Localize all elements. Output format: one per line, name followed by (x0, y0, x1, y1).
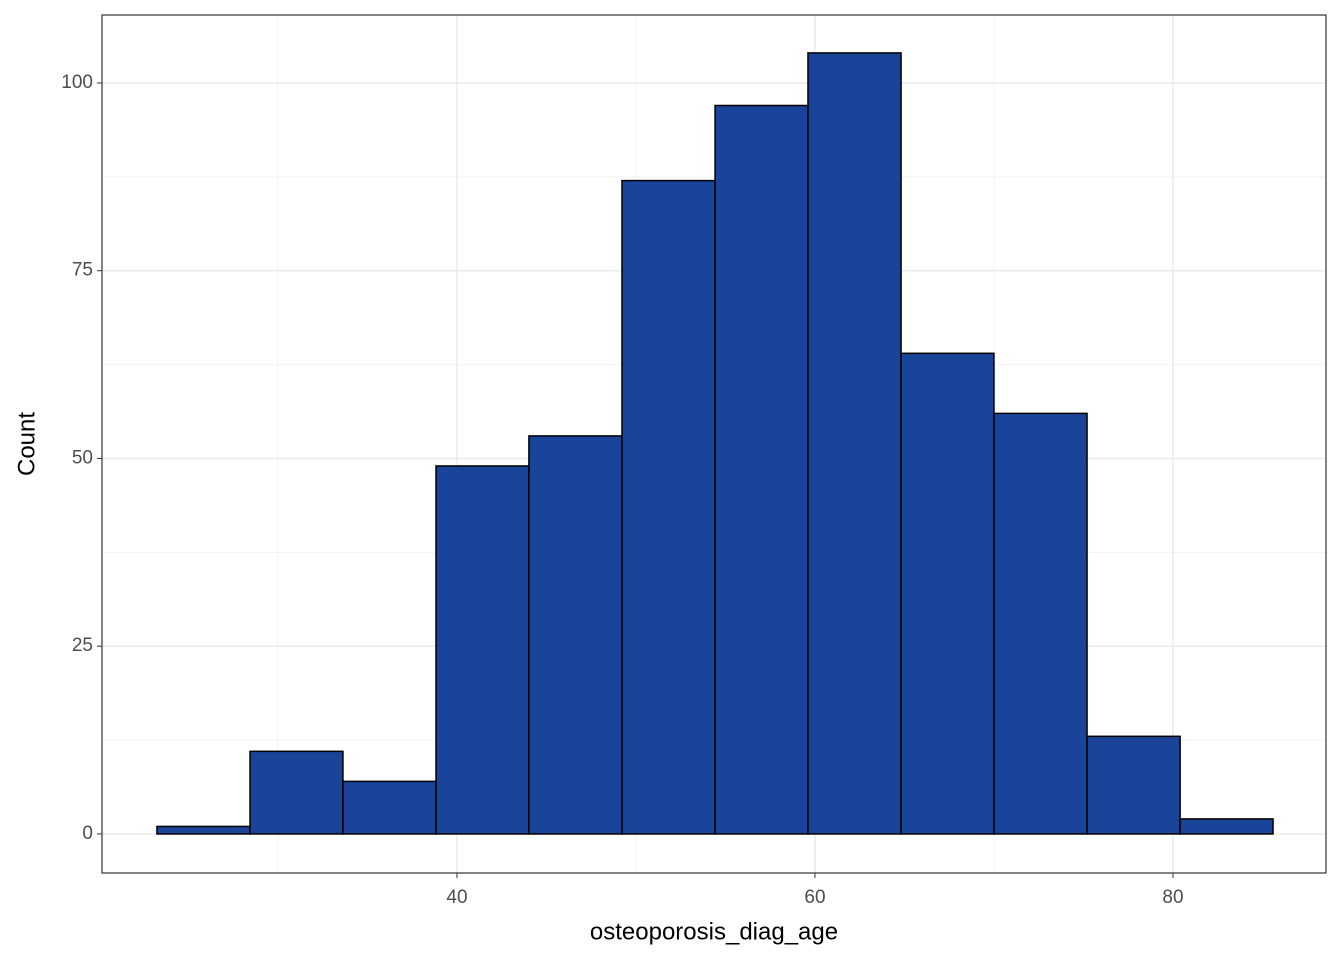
bar (714, 104, 809, 835)
y-axis-title: Count (13, 412, 40, 476)
bar (156, 825, 251, 835)
bar (900, 352, 995, 835)
x-tick-label: 40 (446, 887, 467, 908)
x-axis-title: osteoporosis_diag_age (590, 918, 838, 945)
bar (1086, 735, 1181, 835)
bar (342, 780, 437, 835)
y-tick-label: 25 (72, 635, 93, 656)
bar (528, 435, 623, 835)
y-tick-label: 75 (72, 260, 93, 281)
y-tick-label: 100 (61, 72, 93, 93)
bar (807, 52, 902, 835)
x-tick-label: 80 (1162, 887, 1183, 908)
y-tick-label: 0 (82, 823, 93, 844)
bar (435, 465, 530, 835)
panel-border (101, 14, 1327, 874)
x-tick-label: 60 (804, 887, 825, 908)
bar (621, 179, 716, 835)
bar (993, 412, 1088, 835)
bar (249, 750, 344, 835)
y-tick-label: 50 (72, 447, 93, 468)
bar (1179, 818, 1274, 835)
